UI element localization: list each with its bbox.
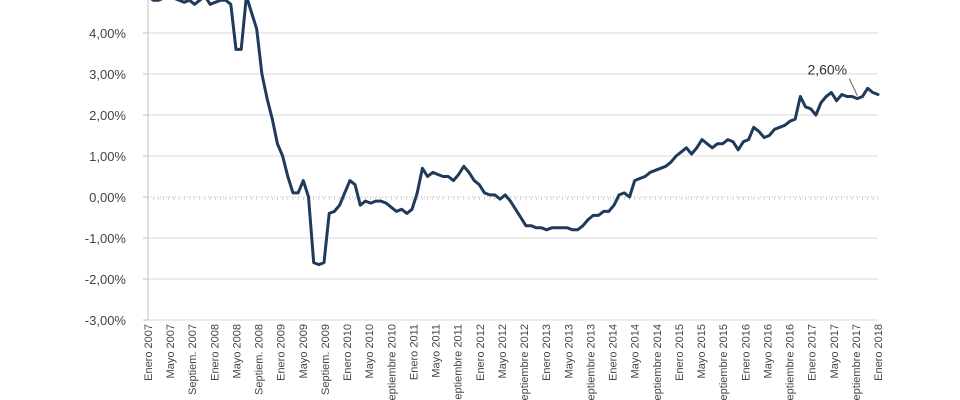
x-tick-label: Septiembre 2016: [785, 324, 797, 400]
x-tick-label: Enero 2014: [608, 324, 620, 381]
annotation-layer: 2,60%: [807, 62, 858, 96]
x-tick-label: Septiembre 2017: [851, 324, 863, 400]
y-tick-label: 1,00%: [89, 149, 126, 164]
x-tick-label: Mayo 2015: [696, 324, 708, 378]
grid-lines: [143, 0, 879, 321]
x-axis-ticks: Enero 2007 Mayo 2007 Septiem. 2007 Enero 20…: [143, 324, 885, 400]
y-tick-label: -1,00%: [85, 231, 127, 246]
x-tick-label: Septiembre 2011: [453, 324, 465, 400]
x-tick-label: Enero 2016: [740, 324, 752, 381]
series-line: [150, 0, 880, 267]
x-tick-label: Mayo 2013: [563, 324, 575, 378]
x-tick-label: Enero 2011: [408, 324, 420, 380]
y-tick-label: -3,00%: [85, 313, 127, 328]
x-tick-label: Enero 2009: [276, 324, 288, 381]
x-tick-label: Mayo 2012: [497, 324, 509, 378]
y-tick-label: 4,00%: [89, 26, 126, 41]
x-tick-label: Enero 2007: [143, 324, 155, 381]
x-tick-label: Mayo 2011: [431, 324, 443, 378]
x-tick-label: Septiem. 2009: [320, 324, 332, 395]
x-tick-label: Enero 2010: [342, 324, 354, 381]
x-tick-label: Enero 2017: [807, 324, 819, 381]
x-tick-label: Enero 2012: [475, 324, 487, 381]
x-tick-label: Mayo 2010: [364, 324, 376, 378]
x-tick-label: Mayo 2007: [165, 324, 177, 378]
y-tick-label: 3,00%: [89, 67, 126, 82]
x-tick-label: Mayo 2017: [829, 324, 841, 378]
x-tick-label: Septiembre 2012: [519, 324, 531, 400]
x-tick-label: Enero 2015: [674, 324, 686, 381]
annotation-leader: [848, 78, 858, 96]
y-tick-label: 0,00%: [89, 190, 126, 205]
x-tick-label: Septiem. 2007: [187, 324, 199, 395]
y-axis-ticks: -3,00% -2,00% -1,00% 0,00% 1,00% 2,00% 3,00% 4,…: [85, 26, 127, 328]
x-tick-label: Mayo 2009: [298, 324, 310, 378]
x-tick-label: Mayo 2008: [231, 324, 243, 378]
x-tick-label: Septiembre 2013: [585, 324, 597, 400]
annotation-label: 2,60%: [807, 62, 847, 78]
x-tick-label: Septiem. 2008: [254, 324, 266, 395]
x-tick-label: Septiembre 2010: [386, 324, 398, 400]
x-tick-label: Enero 2008: [209, 324, 221, 381]
y-tick-label: -2,00%: [85, 272, 127, 287]
y-tick-label: 2,00%: [89, 108, 126, 123]
x-tick-label: Mayo 2014: [630, 324, 642, 378]
x-tick-label: Septiembre 2014: [652, 324, 664, 400]
x-tick-label: Enero 2018: [873, 324, 885, 381]
x-tick-label: Mayo 2016: [762, 324, 774, 378]
series-layer: [150, 0, 880, 267]
x-tick-label: Septiembre 2015: [718, 324, 730, 400]
x-tick-label: Enero 2013: [541, 324, 553, 381]
